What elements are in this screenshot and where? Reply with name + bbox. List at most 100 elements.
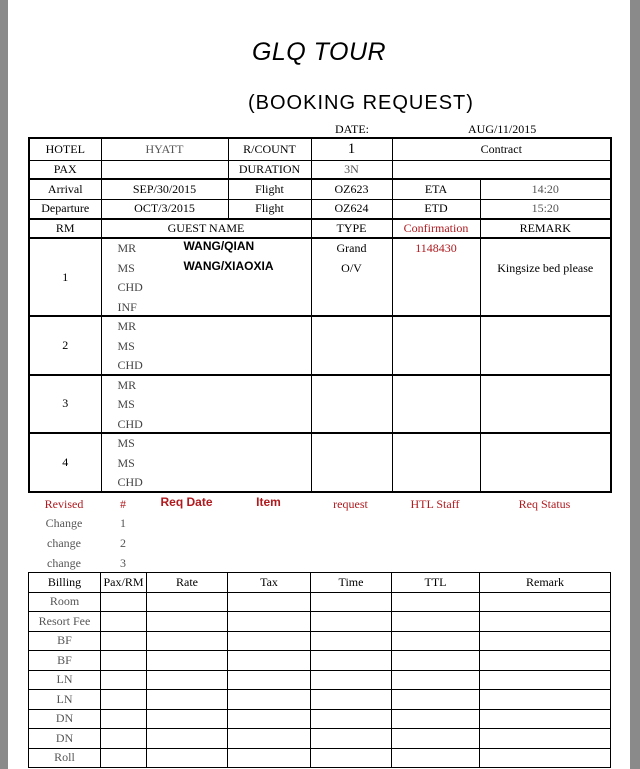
billing-cell [146,747,228,768]
billing-cell [391,728,480,749]
guest-cell: MR MS CHD INF WANG/QIAN WANG/XIAOXIA [100,237,312,317]
remark-header: REMARK [479,218,612,239]
room-type [310,432,393,492]
confirmation-header: Confirmation [391,218,481,239]
billing-header-row: Billing Pax/RM Rate Tax Time TTL Remark [28,572,611,593]
billing-cell [146,591,228,612]
revision-header: Req Date [160,495,213,509]
remark-value: Kingsize bed please [497,260,594,275]
billing-cell [479,630,611,651]
billing-cell [227,669,311,690]
billing-cell [227,591,311,612]
hotel-label: HOTEL [28,137,102,161]
billing-header: Tax [227,572,311,593]
billing-item: LN [28,669,101,690]
guest-cell: MR MS CHD [100,373,312,434]
billing-header: Rate [146,572,228,593]
revision-header: request [333,497,368,511]
arrival-flight: OZ623 [310,178,393,200]
guest-title: CHD [117,475,143,489]
type-header: TYPE [310,218,393,239]
billing-cell [391,689,480,710]
guest-title: MR [117,319,137,333]
room-number: 1 [28,237,102,317]
billing-cell [100,747,147,768]
billing-cell [100,630,147,651]
rm-header: RM [28,218,102,239]
revision-header: Req Status [518,497,571,511]
billing-cell [391,591,480,612]
eta-label: ETA [391,178,481,200]
billing-cell [479,611,611,632]
billing-cell [100,708,147,729]
billing-cell [100,591,147,612]
billing-cell [100,689,147,710]
room-remark: Kingsize bed please [479,237,612,317]
room-number: 2 [28,315,102,375]
billing-cell [310,747,392,768]
guest-title: CHD [117,280,143,294]
billing-row: LN [28,669,611,690]
room-type-line: Grand [336,241,367,255]
billing-row: DN [28,728,611,749]
document-title: GLQ TOUR [251,38,387,66]
departure-flight-label: Flight [227,198,312,220]
billing-row: DN [28,708,611,729]
billing-cell [227,728,311,749]
billing-cell [310,650,392,671]
departure-date: OCT/3/2015 [100,198,229,220]
billing-cell [391,611,480,632]
billing-cell [310,689,392,710]
confirmation-number [391,315,481,375]
billing-cell [227,611,311,632]
room-remark [479,432,612,492]
revision-label: change [47,536,81,550]
billing-cell [479,650,611,671]
arrival-date: SEP/30/2015 [100,178,229,200]
pax-value [100,159,229,180]
document-subtitle: (BOOKING REQUEST) [248,92,474,114]
date-value: AUG/11/2015 [468,122,537,136]
duration-label: DURATION [227,159,312,180]
revision-label: change [47,556,81,570]
eta-value: 14:20 [479,178,612,200]
departure-flight: OZ624 [310,198,393,220]
billing-cell [310,708,392,729]
billing-cell [146,708,228,729]
revision-header: # [120,497,126,511]
billing-cell [310,630,392,651]
billing-item: BF [28,630,101,651]
billing-header: Pax/RM [100,572,147,593]
billing-cell [146,728,228,749]
guest-title: MS [117,338,135,353]
billing-cell [146,611,228,632]
guest-name: WANG/XIAOXIA [183,258,274,273]
revision-header: Item [256,495,281,509]
billing-header: Remark [479,572,611,593]
guest-title: MR [117,241,137,255]
billing-row: BF [28,630,611,651]
revision-label: Change [45,516,83,530]
billing-item: Room [28,591,101,612]
document-page: GLQ TOUR (BOOKING REQUEST) DATE: AUG/11/… [8,0,630,769]
guest-title: MS [117,260,135,275]
billing-row: BF [28,650,611,671]
billing-cell [227,630,311,651]
rcount-label: R/COUNT [227,137,312,161]
revision-header: HTL Staff [410,497,460,511]
billing-cell [146,689,228,710]
guest-cell: MR MS CHD [100,315,312,375]
guest-title: CHD [117,358,143,372]
billing-cell [391,630,480,651]
billing-item: BF [28,650,101,671]
guest-name: WANG/QIAN [183,239,255,253]
billing-cell [100,728,147,749]
room-remark [479,373,612,434]
billing-row: LN [28,689,611,710]
billing-row: Room [28,591,611,612]
billing-cell [391,747,480,768]
billing-header: Billing [28,572,101,593]
confirmation-number [391,432,481,492]
billing-cell [479,689,611,710]
guest-title: INF [117,299,137,314]
